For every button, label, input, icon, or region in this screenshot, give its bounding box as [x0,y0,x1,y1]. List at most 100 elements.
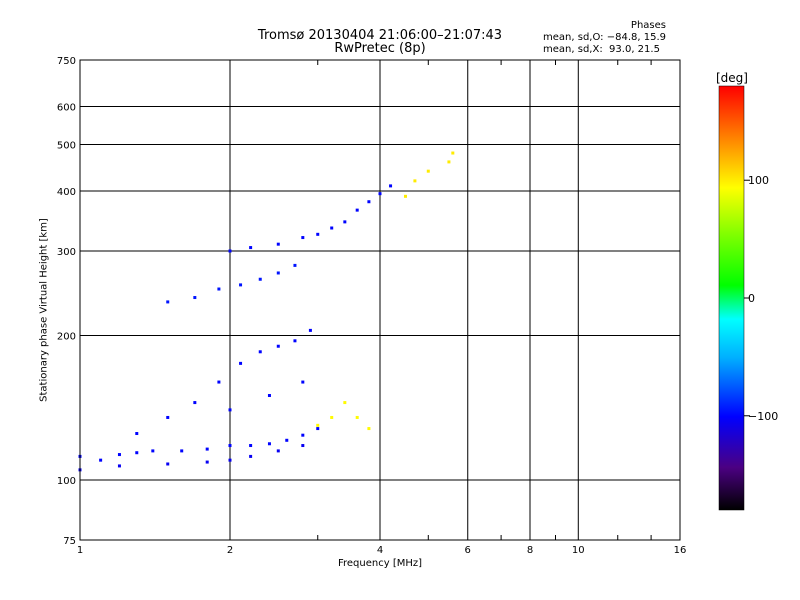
y-tick-label: 400 [57,187,76,198]
data-point [447,160,451,164]
Es-trace [78,427,320,462]
F1-cloud [135,328,312,436]
data-point [276,449,280,453]
x-tick-label: 1 [77,545,83,556]
grid [80,60,680,540]
data-point [413,179,417,183]
data-point [343,220,347,224]
data-point [301,444,305,448]
y-tick-label: 75 [63,536,76,547]
phase-o-line: mean, sd,O: −84.8, 15.9 [543,32,666,43]
colorbar-tick-label: 0 [748,292,755,305]
data-point [249,246,253,250]
plot-frame [79,59,681,541]
data-point [343,401,347,405]
data-point [151,449,155,453]
data-point [249,454,253,458]
data-point [193,296,197,300]
data-point [258,350,262,354]
data-point [267,394,271,398]
F2-x-trace [403,151,455,198]
data-point [301,236,305,240]
data-points [78,151,455,472]
y-tick-label: 600 [57,103,76,114]
data-point [135,432,139,436]
data-point [258,277,262,281]
data-point [228,458,232,462]
data-point [249,444,253,448]
x-tick-label: 16 [674,545,687,556]
y-axis-label: Stationary phase Virtual Height [km] [38,218,50,402]
data-point [316,423,320,427]
data-point [403,194,407,198]
data-point [239,361,243,365]
colorbar [718,85,745,511]
data-point [117,464,121,468]
data-point [205,460,209,464]
data-point [276,271,280,275]
y-tick-label: 200 [57,332,76,343]
y-tick-label: 300 [57,247,76,258]
data-point [228,408,232,412]
data-point [389,184,393,188]
data-point [451,151,455,155]
y-tick-label: 750 [57,56,76,67]
phase-statistics: Phases mean, sd,O: −84.8, 15.9 mean, sd,… [543,20,666,56]
data-point [239,283,243,287]
data-point [330,415,334,419]
colorbar-tick-label: −100 [748,410,778,423]
data-point [166,462,170,466]
data-point [316,427,320,431]
chart-title: Tromsø 20130404 21:06:00–21:07:43 [257,28,503,43]
chart-subtitle: RwPretec (8p) [334,41,426,56]
x-mode-trace [316,401,371,431]
x-tick-label: 6 [465,545,471,556]
colorbar-ticks: 100 0 −100 [744,174,778,423]
data-point [301,380,305,384]
phase-heading: Phases [630,20,666,31]
data-point [135,451,139,455]
data-point [180,449,184,453]
data-point [301,433,305,437]
data-point [228,249,232,253]
x-tick-label: 8 [527,545,533,556]
data-point [166,415,170,419]
F2-o-trace [228,184,393,253]
data-point [293,263,297,267]
x-tick-label: 10 [572,545,585,556]
data-point [293,339,297,343]
data-point [378,192,382,196]
data-point [355,208,359,212]
data-point [276,242,280,246]
data-point [276,344,280,348]
x-axis-label: Frequency [MHz] [337,558,423,569]
x-tick-label: 2 [227,545,233,556]
y-tick-labels: 75 100 200 300 400 500 600 750 [57,56,76,547]
F2-lower-trace [166,263,297,304]
data-point [267,442,271,446]
colorbar-unit: [deg] [716,71,748,85]
colorbar-tick-label: 100 [748,174,769,187]
data-point [193,401,197,405]
data-point [117,453,121,457]
y-tick-label: 500 [57,141,76,152]
data-point [308,328,312,332]
phase-x-line: mean, sd,X: 93.0, 21.5 [543,44,660,55]
data-point [217,380,221,384]
data-point [426,169,430,173]
x-tick-label: 4 [377,545,383,556]
data-point [285,438,289,442]
E-lower-trace [78,444,305,472]
data-point [166,300,170,304]
y-tick-label: 100 [57,476,76,487]
data-point [99,458,103,462]
data-point [355,415,359,419]
data-point [367,427,371,431]
data-point [228,444,232,448]
data-point [367,200,371,204]
data-point [330,226,334,230]
data-point [217,287,221,291]
x-tick-labels: 1 2 4 6 8 10 16 [77,545,687,556]
data-point [316,232,320,236]
